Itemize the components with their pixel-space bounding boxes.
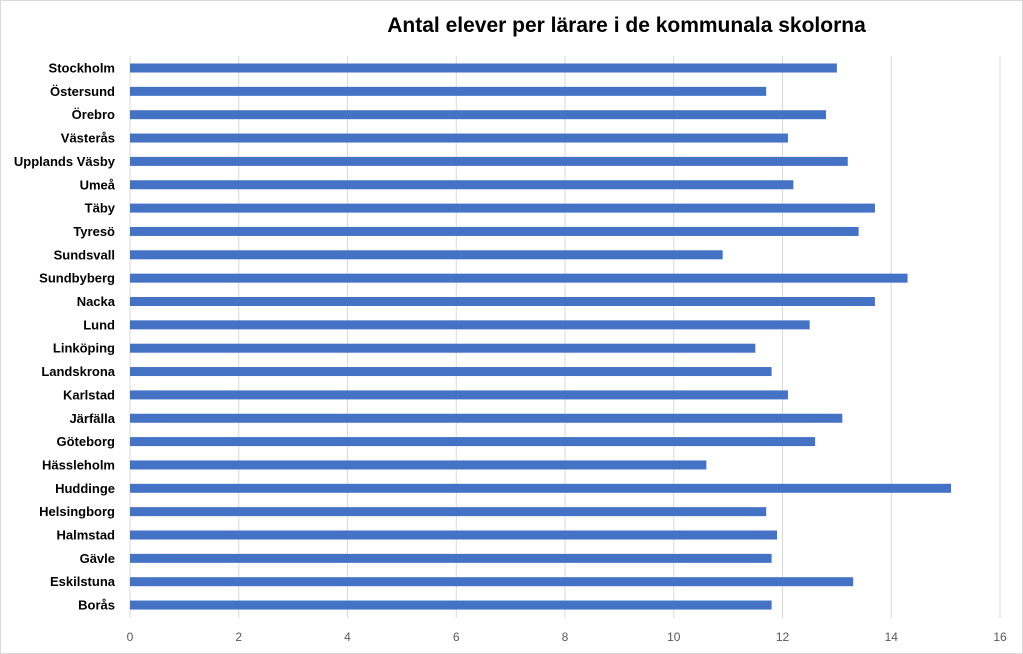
category-label: Linköping — [53, 341, 115, 356]
category-label: Karlstad — [63, 387, 115, 402]
x-tick-label: 12 — [776, 630, 790, 644]
bar — [130, 600, 772, 610]
x-tick-label: 14 — [885, 630, 899, 644]
category-label: Västerås — [61, 131, 115, 146]
x-tick-label: 4 — [344, 630, 351, 644]
bars — [130, 63, 952, 610]
category-label: Eskilstuna — [50, 574, 116, 589]
category-label: Stockholm — [49, 61, 115, 76]
bar — [130, 273, 908, 283]
bar — [130, 226, 859, 236]
category-labels: Stockholm Östersund Örebro Västerås Upplands… — [14, 61, 116, 613]
bar — [130, 133, 788, 143]
category-label: Göteborg — [57, 434, 116, 449]
x-tick-labels: 0 2 4 6 8 10 12 14 16 — [127, 630, 1007, 644]
bar — [130, 63, 837, 73]
category-label: Östersund — [50, 84, 115, 99]
bar — [130, 320, 810, 330]
bar — [130, 180, 794, 190]
category-label: Järfälla — [69, 411, 115, 426]
bar — [130, 390, 788, 400]
bar — [130, 413, 843, 423]
bar — [130, 460, 707, 470]
category-label: Helsingborg — [39, 504, 115, 519]
bar — [130, 343, 756, 353]
category-label: Landskrona — [41, 364, 115, 379]
chart-title: Antal elever per lärare i de kommunala s… — [387, 14, 866, 37]
category-label: Upplands Väsby — [14, 154, 116, 169]
category-label: Borås — [78, 598, 115, 613]
bar — [130, 507, 767, 517]
bar — [130, 250, 723, 260]
bar — [130, 203, 875, 213]
category-label: Sundsvall — [54, 247, 115, 262]
category-label: Halmstad — [56, 528, 115, 543]
bar — [130, 437, 816, 447]
bar — [130, 530, 778, 540]
category-label: Lund — [83, 317, 115, 332]
x-tick-label: 2 — [235, 630, 242, 644]
category-label: Huddinge — [55, 481, 115, 496]
category-label: Sundbyberg — [39, 271, 115, 286]
bar — [130, 110, 826, 120]
category-label: Täby — [85, 201, 116, 216]
bar — [130, 297, 875, 306]
x-tick-label: 6 — [453, 630, 460, 644]
bar — [130, 577, 854, 587]
x-tick-label: 8 — [562, 630, 569, 644]
category-label: Nacka — [77, 294, 116, 309]
category-label: Umeå — [80, 177, 116, 192]
bar — [130, 367, 772, 377]
x-tick-label: 16 — [993, 630, 1007, 644]
bar — [130, 156, 848, 166]
category-label: Gävle — [80, 551, 115, 566]
grid-lines — [129, 56, 1001, 618]
category-label: Tyresö — [73, 224, 115, 239]
bar — [130, 86, 767, 96]
bar — [130, 553, 772, 563]
x-tick-label: 10 — [667, 630, 681, 644]
category-label: Hässleholm — [42, 457, 115, 472]
category-label: Örebro — [72, 107, 115, 122]
bar — [130, 483, 952, 493]
x-tick-label: 0 — [127, 630, 134, 644]
